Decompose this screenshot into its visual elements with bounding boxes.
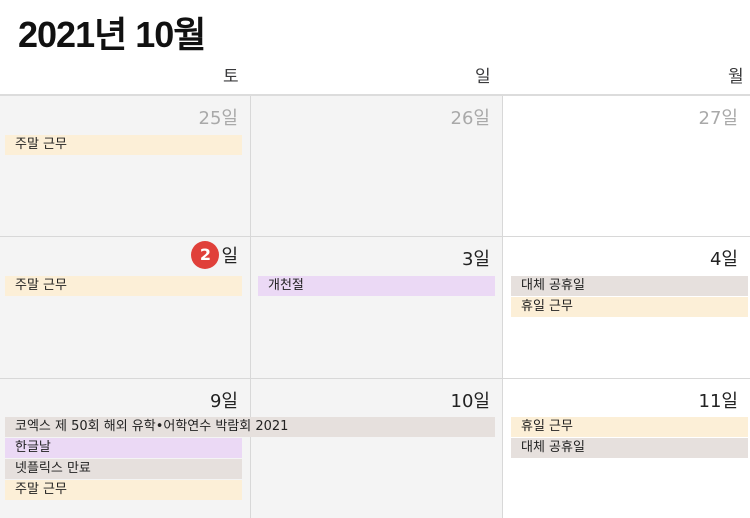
event-item-multiday[interactable]: 코엑스 제 50회 해외 유학•어학연수 박람회 2021 (5, 417, 495, 437)
header-divider (0, 94, 750, 96)
day-number: 3일 (461, 249, 490, 270)
today-indicator: 2 일 (191, 241, 248, 269)
day-cell[interactable]: 25일 주말 근무 (0, 96, 251, 237)
weekday-sat: 토 (223, 67, 239, 87)
event-item[interactable]: 주말 근무 (5, 276, 242, 296)
event-item[interactable]: 개천절 (258, 276, 495, 296)
day-number: 25일 (198, 108, 238, 129)
day-number: 4일 (709, 249, 738, 270)
event-item[interactable]: 대체 공휴일 (511, 438, 748, 458)
day-cell[interactable]: 3일 개천절 (251, 237, 503, 379)
event-item[interactable]: 주말 근무 (5, 480, 242, 500)
day-number: 9일 (209, 391, 238, 412)
event-item[interactable]: 주말 근무 (5, 135, 242, 155)
event-item[interactable]: 대체 공휴일 (511, 276, 748, 296)
page-title: 2021년 10월 (18, 14, 206, 55)
event-item[interactable]: 휴일 근무 (511, 417, 748, 437)
day-cell[interactable]: 27일 (503, 96, 750, 237)
day-cell[interactable]: 2 일 주말 근무 (0, 237, 251, 379)
event-item[interactable]: 휴일 근무 (511, 297, 748, 317)
today-badge: 2 (191, 241, 220, 269)
calendar-grid: 25일 주말 근무 26일 27일 2 일 주말 근무 3일 개천절 4일 대체… (0, 96, 750, 518)
event-item[interactable]: 넷플릭스 만료 (5, 459, 242, 479)
event-item[interactable]: 한글날 (5, 438, 242, 458)
day-number: 27일 (698, 108, 738, 129)
weekday-sun: 일 (475, 67, 491, 87)
weekday-mon: 월 (728, 67, 744, 87)
day-number: 26일 (450, 108, 490, 129)
day-suffix: 일 (221, 246, 238, 267)
day-cell[interactable]: 10일 (251, 379, 503, 518)
day-number: 10일 (450, 391, 490, 412)
day-cell[interactable]: 4일 대체 공휴일 휴일 근무 (503, 237, 750, 379)
day-cell[interactable]: 26일 (251, 96, 503, 237)
day-number: 11일 (698, 391, 738, 412)
day-cell[interactable]: 11일 휴일 근무 대체 공휴일 (503, 379, 750, 518)
